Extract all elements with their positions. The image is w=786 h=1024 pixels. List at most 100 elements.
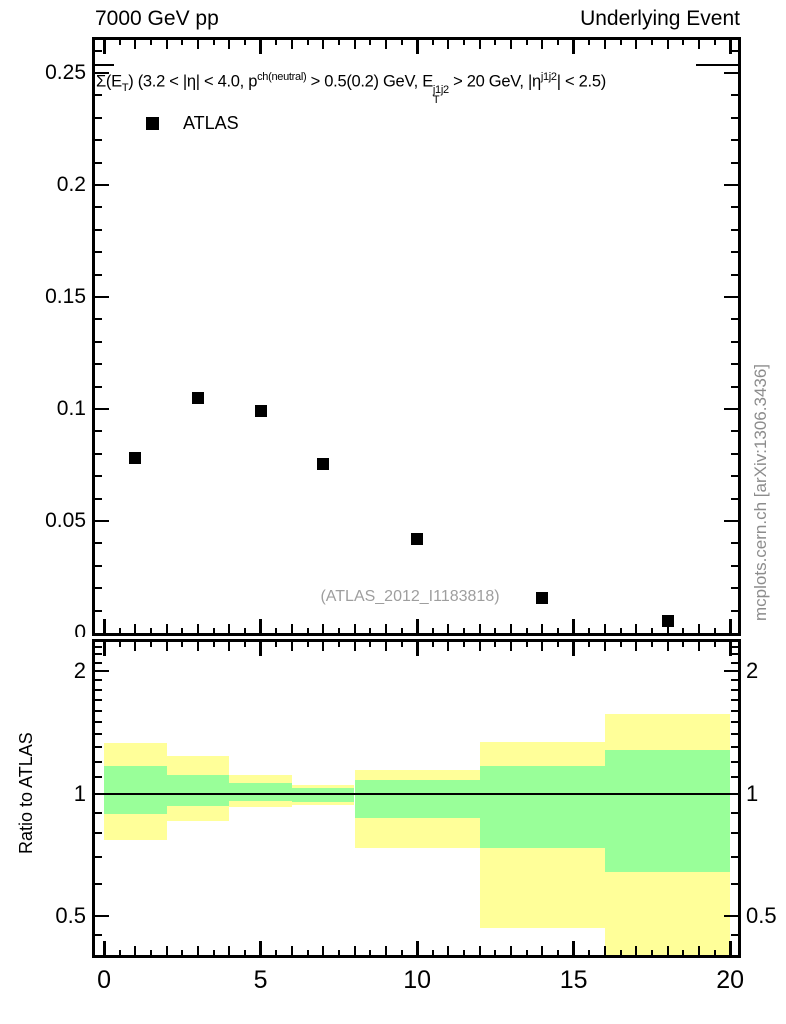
tick-mark — [400, 628, 403, 633]
ratio-y-label-left: 2 — [73, 658, 86, 684]
tick-mark — [369, 950, 372, 955]
tick-mark — [666, 946, 669, 955]
tick-mark — [118, 642, 121, 647]
tick-mark — [431, 40, 434, 45]
tick-mark — [478, 642, 481, 651]
annotation-box-border-right — [696, 64, 738, 66]
tick-mark — [95, 318, 102, 321]
tick-mark — [731, 452, 738, 455]
tick-mark — [95, 699, 102, 701]
tick-mark — [197, 642, 199, 651]
tick-mark — [95, 688, 102, 691]
y-axis-label: 0 — [74, 622, 86, 637]
tick-mark — [228, 624, 231, 633]
tick-mark — [275, 642, 278, 647]
tick-mark — [275, 950, 278, 955]
tick-mark — [369, 628, 372, 633]
tick-mark — [724, 520, 738, 522]
beam-title: 7000 GeV pp — [95, 7, 219, 30]
y-axis-label: 0.2 — [56, 172, 86, 196]
tick-mark — [525, 40, 528, 45]
tick-mark — [731, 94, 738, 97]
tick-mark — [731, 883, 738, 886]
tick-mark — [494, 642, 497, 647]
tick-mark — [181, 950, 184, 955]
tick-mark — [95, 721, 102, 724]
tick-mark — [95, 497, 102, 500]
tick-mark — [447, 946, 450, 955]
tick-mark — [724, 183, 738, 186]
tick-mark — [724, 915, 738, 918]
tick-mark — [731, 564, 738, 567]
tick-mark — [95, 542, 102, 545]
tick-mark — [95, 811, 102, 814]
tick-mark — [95, 408, 109, 410]
tick-mark — [95, 934, 102, 937]
tick-mark — [731, 653, 738, 656]
y-axis-label: 0.1 — [56, 396, 86, 420]
tick-mark — [259, 619, 263, 633]
tick-mark — [95, 385, 102, 388]
tick-mark — [228, 40, 231, 49]
tick-mark — [95, 94, 102, 97]
tick-mark — [731, 661, 738, 664]
tick-mark — [353, 946, 356, 955]
tick-mark — [415, 619, 419, 633]
tick-mark — [290, 40, 293, 49]
tick-mark — [95, 206, 102, 209]
tick-mark — [95, 776, 102, 778]
tick-mark — [400, 40, 403, 45]
tick-mark — [181, 40, 184, 45]
inner-uncertainty-band — [229, 782, 292, 801]
tick-mark — [228, 642, 231, 651]
tick-mark — [697, 40, 700, 49]
tick-mark — [212, 950, 215, 955]
tick-mark — [384, 946, 387, 955]
data-point-marker — [129, 452, 142, 465]
tick-mark — [212, 40, 215, 45]
tick-mark — [306, 950, 309, 955]
tick-mark — [604, 624, 606, 633]
data-point-marker — [536, 592, 549, 605]
tick-mark — [181, 642, 184, 647]
tick-mark — [713, 40, 716, 45]
tick-mark — [510, 946, 512, 955]
tick-mark — [731, 318, 738, 321]
tick-mark — [95, 609, 102, 612]
tick-mark — [728, 642, 732, 656]
tick-mark — [95, 670, 109, 673]
tick-mark — [243, 40, 246, 45]
tick-mark — [541, 40, 544, 49]
tick-mark — [572, 941, 576, 955]
tick-mark — [165, 624, 168, 633]
tick-mark — [494, 628, 497, 633]
tick-mark — [337, 40, 340, 45]
tick-mark — [682, 950, 685, 955]
tick-mark — [650, 642, 653, 647]
tick-mark — [95, 564, 102, 567]
tick-mark — [588, 40, 591, 45]
tick-mark — [150, 40, 152, 45]
x-axis-label: 10 — [403, 966, 432, 994]
tick-mark — [731, 733, 738, 736]
tick-mark — [713, 628, 716, 633]
tick-mark — [650, 950, 653, 955]
tick-mark — [95, 340, 102, 343]
inner-uncertainty-band — [354, 779, 480, 819]
tick-mark — [731, 206, 738, 209]
tick-mark — [95, 915, 109, 918]
tick-mark — [337, 950, 340, 955]
tick-mark — [322, 946, 325, 955]
tick-mark — [731, 746, 738, 749]
tick-mark — [95, 475, 102, 478]
tick-mark — [95, 653, 102, 656]
observable-annotation: Σ(ET) (3.2 < |η| < 4.0, pch(neutral) > 0… — [96, 71, 606, 106]
tick-mark — [447, 624, 450, 633]
tick-mark — [95, 452, 102, 455]
tick-mark — [369, 642, 372, 647]
tick-mark — [95, 746, 102, 749]
data-point-marker — [411, 532, 424, 545]
tick-mark — [525, 628, 528, 633]
y-axis-label: 0.25 — [45, 60, 86, 84]
tick-mark — [731, 139, 738, 142]
